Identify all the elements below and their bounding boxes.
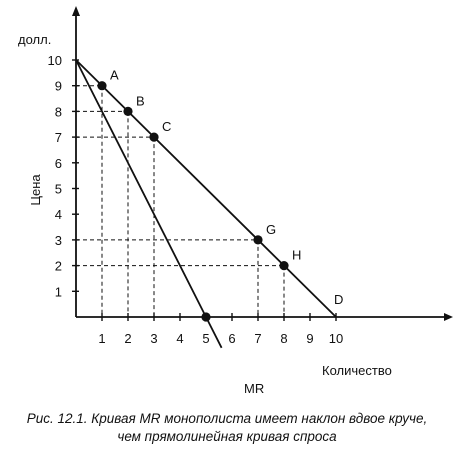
x-tick-label: 2 [124,331,131,346]
x-tick-label: 1 [98,331,105,346]
x-tick-label: 9 [306,331,313,346]
point-mr-zero [201,312,211,322]
series-label-d: D [334,292,343,307]
x-tick-label: 10 [329,331,343,346]
y-tick-label: 7 [55,130,62,145]
point-b [123,106,133,116]
series-d-line [75,59,337,318]
x-axis-arrow [444,313,453,321]
x-tick-label: 4 [176,331,183,346]
x-tick-label: 7 [254,331,261,346]
tick-labels: 1 2 3 4 5 6 7 8 9 10 1 2 3 4 5 6 7 8 9 10 [48,53,344,346]
y-tick-label: 6 [55,156,62,171]
x-tick-label: 6 [228,331,235,346]
y-tick-label: 10 [48,53,62,68]
y-tick-label: 2 [55,259,62,274]
figure-caption: Рис. 12.1. Кривая MR монополиста имеет н… [0,410,454,446]
y-tick-label: 8 [55,104,62,119]
point-g [253,235,263,245]
y-tick-label: 9 [55,79,62,94]
point-label-b: B [136,93,145,108]
curves: D MR [75,59,343,396]
point-label-h: H [292,248,301,263]
y-tick-label: 1 [55,284,62,299]
point-label-c: C [162,119,171,134]
series-mr-line [75,59,223,349]
point-markers: A B C G H [97,68,301,322]
y-axis-arrow [72,6,80,16]
demand-mr-chart: D MR 1 2 3 4 5 6 7 8 9 10 1 2 3 4 5 6 7 8 9 10 A B C G H долл. Ц… [18,6,453,396]
x-tick-label: 5 [202,331,209,346]
point-a [97,81,107,91]
x-tick-label: 3 [150,331,157,346]
y-tick-label: 3 [55,233,62,248]
x-tick-label: 8 [280,331,287,346]
caption-line-2: чем прямолинейная кривая спроса [117,429,337,444]
y-tick-label: 5 [55,182,62,197]
point-label-g: G [266,222,276,237]
y-axis-title: Цена [28,174,43,206]
caption-line-1: Рис. 12.1. Кривая MR монополиста имеет н… [26,411,428,426]
series-label-mr: MR [244,381,264,396]
point-c [149,132,159,142]
y-tick-label: 4 [55,207,62,222]
point-label-a: A [110,68,119,83]
point-h [279,261,289,271]
x-axis-title: Количество [322,363,392,378]
y-axis-unit: долл. [18,32,51,47]
